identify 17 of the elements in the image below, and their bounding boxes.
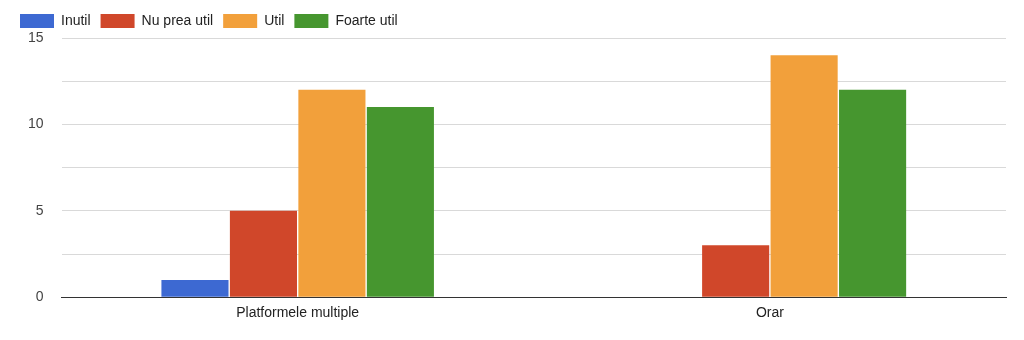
legend-label: Inutil [61, 11, 91, 28]
y-tick-label: 15 [27, 28, 44, 45]
bar [366, 107, 434, 297]
legend-label: Util [264, 11, 285, 28]
bar [770, 55, 838, 297]
legend-label: Nu prea util [141, 11, 214, 28]
bar [702, 245, 770, 297]
bar [839, 89, 907, 297]
legend-label: Foarte util [335, 11, 398, 28]
x-tick-label: Orar [755, 304, 785, 321]
bar [229, 210, 297, 297]
y-tick-label: 10 [27, 115, 44, 132]
y-tick-label: 0 [35, 288, 44, 305]
x-tick-label: Platformele multiple [236, 304, 360, 321]
y-tick-label: 5 [35, 201, 44, 218]
bar [298, 89, 366, 297]
bar [161, 279, 229, 297]
